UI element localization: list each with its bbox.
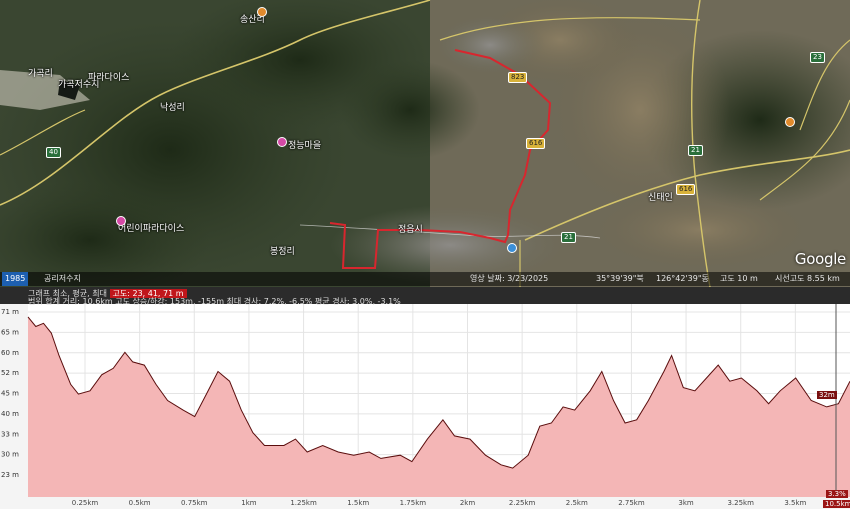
poi-marker-icon[interactable] <box>277 137 287 147</box>
road-shield: 21 <box>561 232 576 243</box>
place-label: 파라다이스 <box>88 73 130 83</box>
elevation-line <box>27 316 850 469</box>
profile-info-header: 그래프 최소, 평균, 최대 고도: 23, 41, 71 m 범위 합계 거리… <box>0 287 850 306</box>
y-tick-label: 30 m <box>1 451 19 459</box>
poi-marker-icon[interactable] <box>507 243 517 253</box>
satellite-map[interactable]: 가곡리 가곡저수지 파라다이스 낙성리 정능마을 어린이파라다이스 봉정리 정읍… <box>0 0 850 287</box>
place-label: 낙성리 <box>160 103 185 113</box>
status-location-label: 공리저수지 <box>44 274 81 283</box>
cursor-distance-tag: 10.5km <box>823 500 850 508</box>
x-tick-label: 2.5km <box>566 499 588 507</box>
profile-stats-label: 그래프 최소, 평균, 최대 <box>28 289 107 298</box>
place-label: 가곡리 <box>28 69 53 79</box>
x-tick-label: 1.75km <box>400 499 427 507</box>
x-tick-label: 3km <box>678 499 694 507</box>
route-track <box>329 49 552 269</box>
place-label: 정능마을 <box>288 141 322 151</box>
y-tick-label: 60 m <box>1 349 19 357</box>
y-tick-label: 52 m <box>1 369 19 377</box>
x-tick-label: 1.25km <box>290 499 317 507</box>
elevation-profile-chart[interactable]: 71 m 65 m 60 m 52 m 45 m 40 m 33 m 30 m 23 m 0.2… <box>0 287 850 509</box>
status-eye-altitude: 시선고도 8.55 km <box>775 274 840 283</box>
elevation-badge: 고도: 23, 41, 71 m <box>109 289 187 298</box>
map-status-bar: 1985 공리저수지 영상 날짜: 3/23/2025 35°39'39"북 1… <box>0 272 850 286</box>
x-tick-label: 2.75km <box>618 499 645 507</box>
status-longitude: 126°42'39"동 <box>656 274 709 283</box>
x-tick-label: 0.25km <box>72 499 99 507</box>
x-tick-label: 0.5km <box>129 499 151 507</box>
google-logo: Google <box>794 250 846 268</box>
road-shield: 21 <box>688 145 703 156</box>
place-label: 가곡저수지 <box>58 80 100 90</box>
cursor-grade-tag: 3.3% <box>826 490 848 498</box>
poi-marker-icon[interactable] <box>116 216 126 226</box>
elevation-area <box>28 316 850 497</box>
place-label: 송산리 <box>240 15 265 25</box>
elevation-profile-panel[interactable]: 71 m 65 m 60 m 52 m 45 m 40 m 33 m 30 m 23 m 0.2… <box>0 287 850 509</box>
place-label: 어린이파라다이스 <box>118 224 185 234</box>
road-shield: 23 <box>810 52 825 63</box>
road-shield: 40 <box>46 147 61 158</box>
y-tick-label: 45 m <box>1 390 19 398</box>
x-tick-label: 2.25km <box>509 499 536 507</box>
status-imagery-date: 영상 날짜: 3/23/2025 <box>470 274 549 283</box>
status-elevation: 고도 10 m <box>720 274 758 283</box>
status-latitude: 35°39'39"북 <box>596 274 644 283</box>
x-tick-label: 3.25km <box>727 499 754 507</box>
place-label: 정읍시 <box>398 225 423 235</box>
y-tick-label: 71 m <box>1 308 19 316</box>
profile-summary: 범위 합계 거리: 10.6km 고도 상승/하강: 153m, -155m 최… <box>28 297 401 306</box>
y-tick-label: 23 m <box>1 471 19 479</box>
poi-marker-icon[interactable] <box>257 7 267 17</box>
y-tick-label: 65 m <box>1 328 19 336</box>
road-shield: 616 <box>526 138 546 149</box>
y-tick-label: 40 m <box>1 410 19 418</box>
imagery-year-badge[interactable]: 1985 <box>2 272 29 286</box>
x-tick-label: 3.5km <box>784 499 806 507</box>
map-imagery <box>0 0 850 287</box>
x-tick-label: 0.75km <box>181 499 208 507</box>
cursor-elevation-tag: 32m <box>817 391 837 399</box>
y-tick-label: 33 m <box>1 430 19 438</box>
x-tick-label: 1.5km <box>347 499 369 507</box>
road-shield: 823 <box>508 72 528 83</box>
road-shield: 616 <box>676 184 696 195</box>
poi-marker-icon[interactable] <box>785 117 795 127</box>
place-label: 봉정리 <box>270 247 295 257</box>
x-tick-label: 1km <box>241 499 257 507</box>
place-label: 신태인 <box>648 193 673 203</box>
x-tick-label: 2km <box>460 499 476 507</box>
